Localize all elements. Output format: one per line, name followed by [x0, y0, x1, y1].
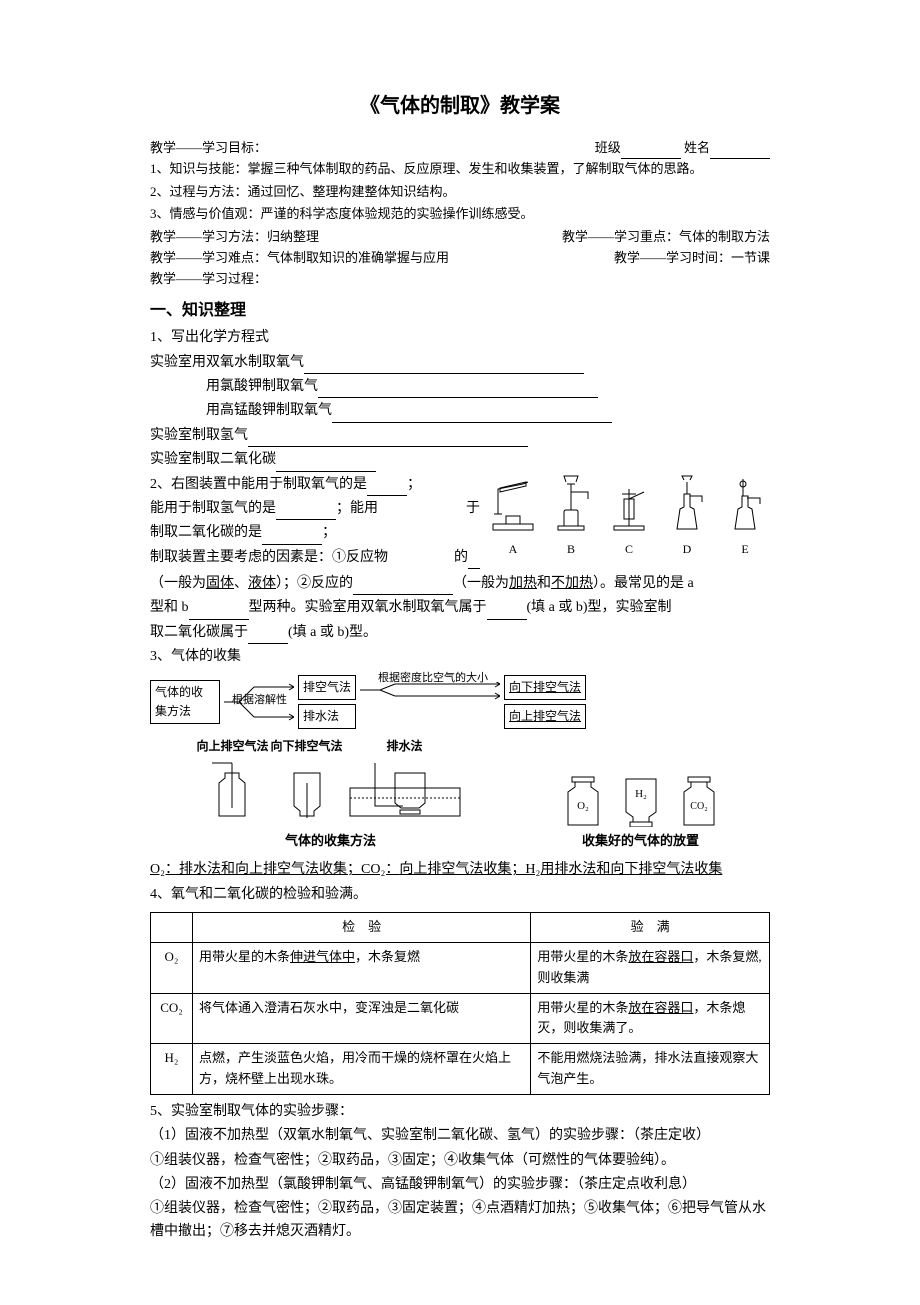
sub3-title: 3、气体的收集: [150, 646, 770, 668]
eq3: 用高锰酸钾制取氧气: [150, 400, 770, 422]
page-title: 《气体的制取》教学案: [150, 90, 770, 122]
flow-box-1: 气体的收 集方法: [150, 680, 220, 724]
objective-2: 2、过程与方法：通过回忆、整理构建整体知识结构。: [150, 182, 770, 203]
th-test: 检 验: [193, 913, 531, 943]
svg-text:O₂: O₂: [577, 800, 589, 812]
flow-box-3a: 向下排空气法: [504, 675, 586, 700]
class-name-fields: 班级 姓名: [595, 138, 770, 159]
sub1-title: 1、写出化学方程式: [150, 327, 770, 349]
th-empty: [151, 913, 193, 943]
table-row: O₂ 用带火星的木条伸进气体中，木条复燃 用带火星的木条放在容器口，木条复燃,则…: [151, 942, 770, 993]
svg-text:H₂: H₂: [635, 788, 647, 800]
difficulty-time-row: 教学——学习难点：气体制取知识的准确掌握与应用 教学——学习时间：一节课: [150, 248, 770, 269]
apparatus-diagram: A B: [488, 474, 770, 559]
bottle-h2-icon: H₂: [616, 767, 666, 827]
apparatus-e-icon: [720, 474, 770, 534]
apparatus-d-icon: [662, 474, 712, 534]
bottle-o2-icon: O₂: [558, 767, 608, 827]
flowchart: 气体的收 集方法 根据溶解性 排空气法 排水法 根据密度比空气的大小 向下排空气…: [150, 675, 770, 729]
q2-line5: （一般为固体、液体）；②反应的（一般为加热和不加热）。最常见的是 a: [150, 573, 770, 595]
eq5: 实验室制取二氧化碳: [150, 449, 770, 471]
table-row: CO₂ 将气体通入澄清石灰水中，变浑浊是二氧化碳 用带火星的木条放在容器口，木条…: [151, 993, 770, 1044]
sub5-p3: （2）固液不加热型（氯酸钾制氧气、高锰酸钾制氧气）的实验步骤：（茶庄定点收利息）: [150, 1174, 770, 1196]
eq2: 用氯酸钾制取氧气: [150, 376, 770, 398]
water-method-icon: [345, 758, 465, 818]
sub5-p1: （1）固液不加热型（双氧水制氧气、实验室制二氧化碳、氢气）的实验步骤：（茶庄定收…: [150, 1125, 770, 1147]
apparatus-b-icon: [546, 474, 596, 534]
table-row: H₂ 点燃，产生淡蓝色火焰，用冷而干燥的烧杯罩在火焰上方，烧杯壁上出现水珠。 不…: [151, 1044, 770, 1095]
flow-box-2a: 排空气法: [298, 675, 356, 700]
section1-title: 一、知识整理: [150, 298, 770, 324]
flow-box-3b: 向上排空气法: [504, 704, 586, 729]
bottle-co2-icon: CO₂: [674, 767, 724, 827]
bottle-up-icon: [207, 758, 257, 818]
objective-3: 3、情感与价值观：严谨的科学态度体验规范的实验操作训练感受。: [150, 204, 770, 225]
flow-box-2b: 排水法: [298, 704, 356, 729]
sub5-title: 5、实验室制取气体的实验步骤：: [150, 1101, 770, 1123]
q2-line7: 取二氧化碳属于(填 a 或 b)型。: [150, 622, 770, 644]
process-label: 教学——学习过程：: [150, 269, 770, 290]
svg-text:CO₂: CO₂: [690, 801, 707, 812]
eq4: 实验室制取氢气: [150, 425, 770, 447]
collection-notes: O₂：排水法和向上排空气法收集；CO₂：向上排空气法收集；H₂用排水法和向下排空…: [150, 859, 770, 881]
apparatus-c-icon: [604, 474, 654, 534]
test-table: 检 验 验 满 O₂ 用带火星的木条伸进气体中，木条复燃 用带火星的木条放在容器…: [150, 912, 770, 1095]
eq1: 实验室用双氧水制取氧气: [150, 352, 770, 374]
collection-diagrams: 向上排空气法 向下排空气法 排水法: [150, 737, 770, 851]
th-full: 验 满: [531, 913, 770, 943]
header-row: 教学——学习目标： 班级 姓名: [150, 138, 770, 159]
sub5-p4: ①组装仪器，检查气密性；②取药品，③固定装置；④点酒精灯加热；⑤收集气体；⑥把导…: [150, 1198, 770, 1243]
objective-1: 1、知识与技能：掌握三种气体制取的药品、反应原理、发生和收集装置，了解制取气体的…: [150, 159, 770, 180]
method-focus-row: 教学——学习方法：归纳整理 教学——学习重点：气体的制取方法: [150, 227, 770, 248]
q2-line6: 型和 b型两种。实验室用双氧水制取氧气属于(填 a 或 b)型，实验室制: [150, 597, 770, 619]
sub5-p2: ①组装仪器，检查气密性；②取药品，③固定；④收集气体（可燃性的气体要验纯）。: [150, 1150, 770, 1172]
apparatus-a-icon: [488, 474, 538, 534]
objective-label: 教学——学习目标：: [150, 138, 267, 159]
sub4-title: 4、氧气和二氧化碳的检验和验满。: [150, 884, 770, 906]
bottle-down-icon: [282, 758, 332, 818]
